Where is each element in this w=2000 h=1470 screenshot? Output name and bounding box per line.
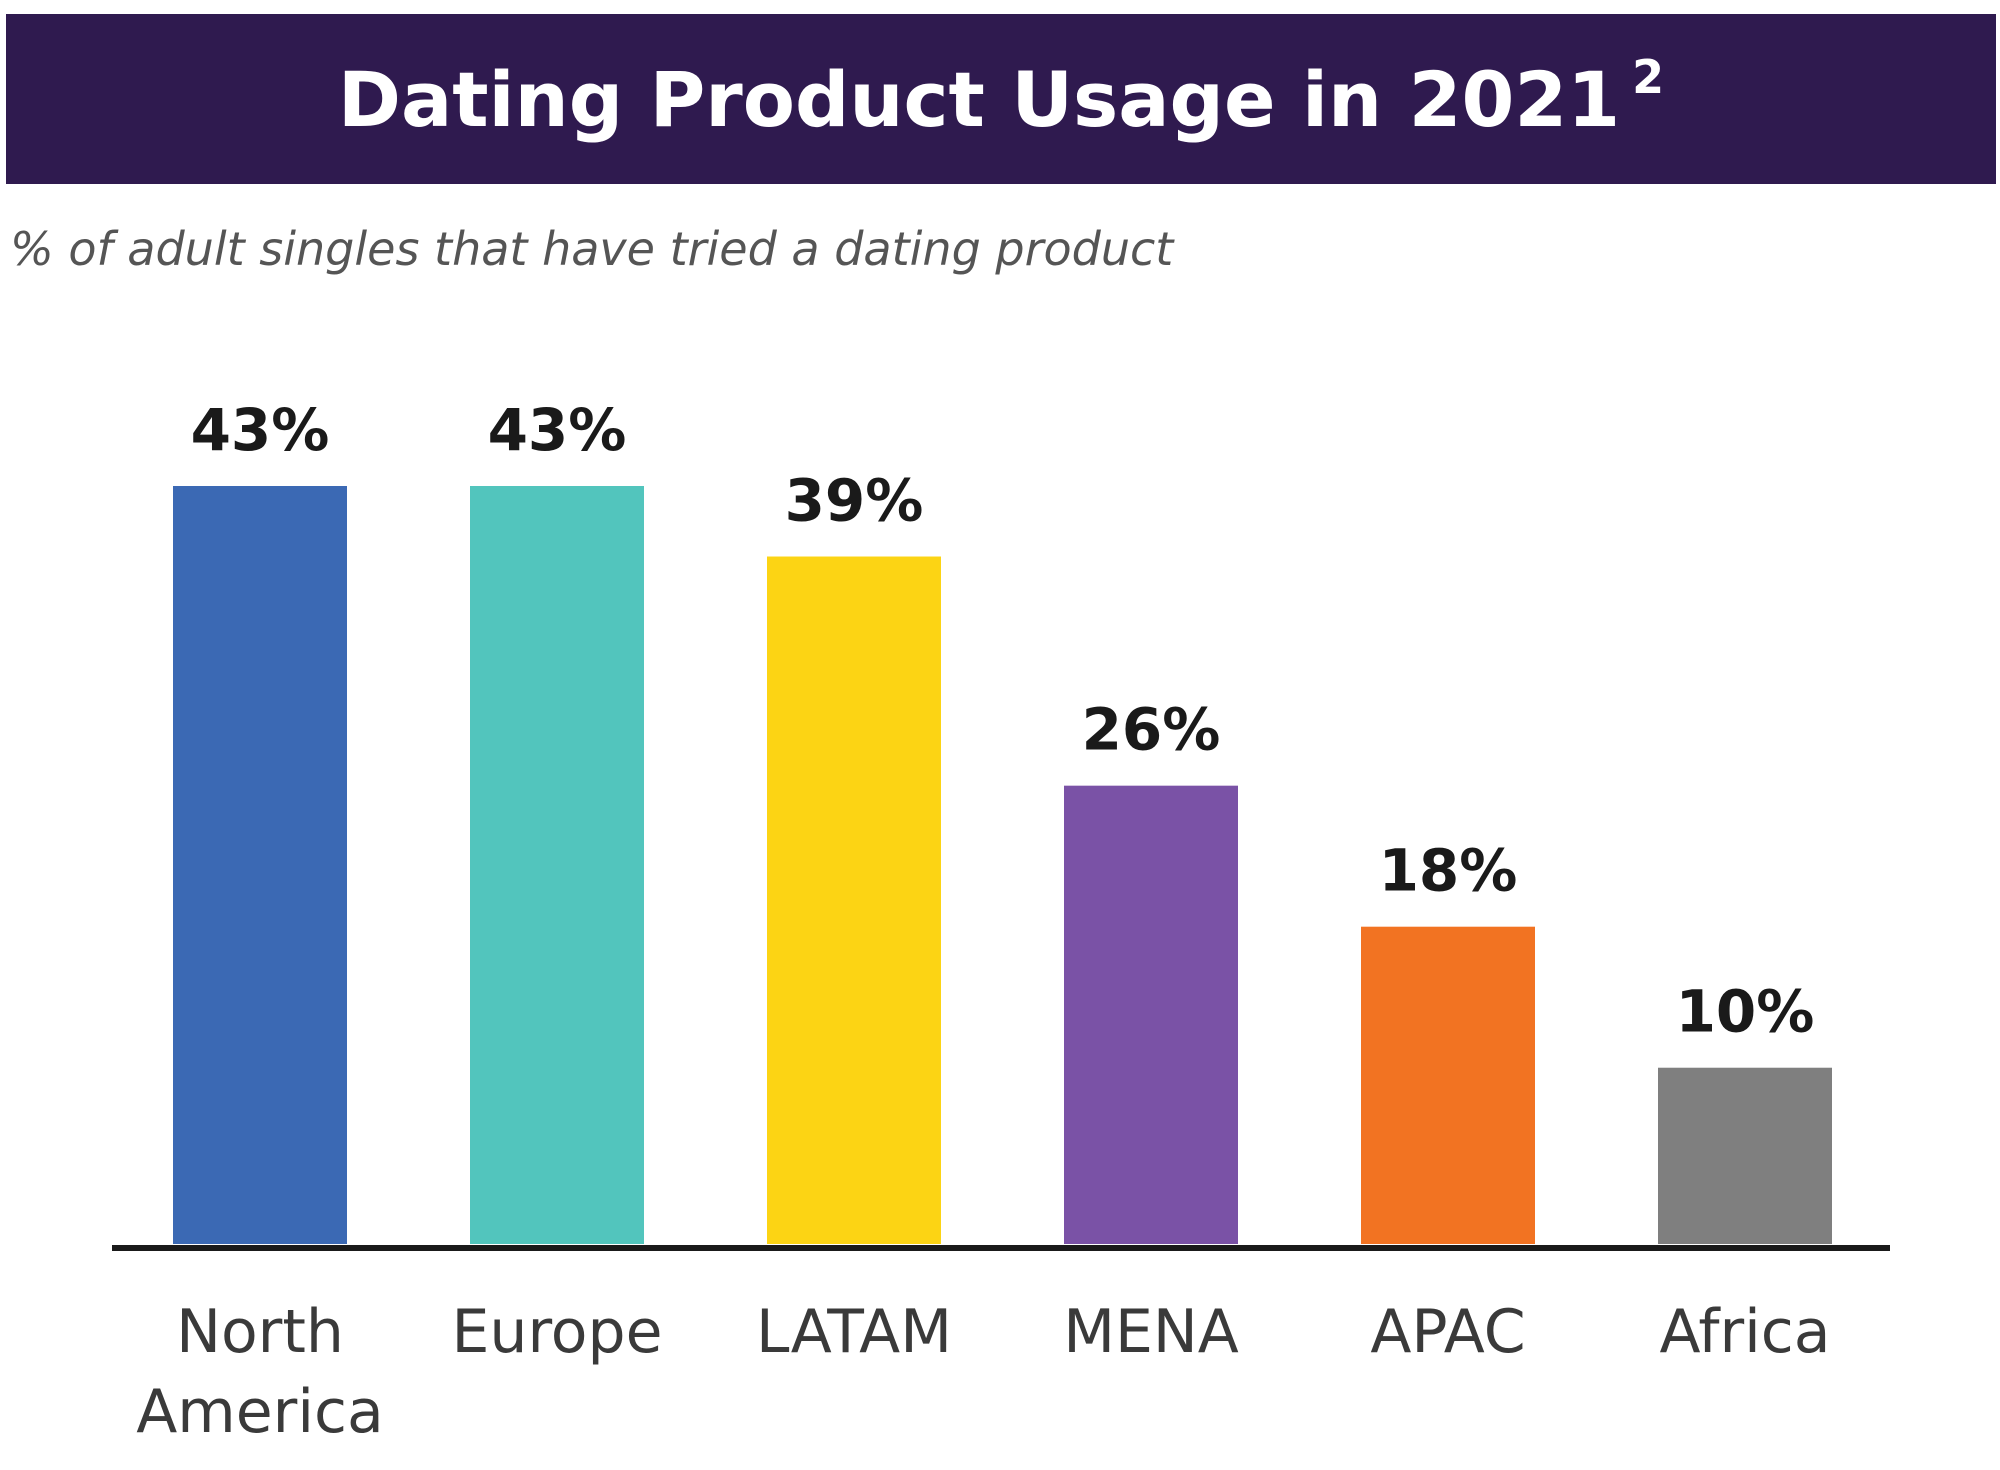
category-label-line: North xyxy=(176,1297,344,1367)
category-label-line: MENA xyxy=(1063,1297,1239,1367)
category-label-europe: Europe xyxy=(452,1297,663,1367)
chart-subtitle: % of adult singles that have tried a dat… xyxy=(10,222,1174,276)
bars-group xyxy=(173,486,1832,1244)
bar-africa xyxy=(1658,1067,1832,1244)
data-label-north-america: 43% xyxy=(191,396,330,464)
category-label-north-america: North America xyxy=(136,1297,384,1447)
bar-europe xyxy=(470,486,644,1244)
bar-latam xyxy=(767,556,941,1244)
data-label-latam: 39% xyxy=(785,467,924,535)
data-label-mena: 26% xyxy=(1082,696,1221,764)
category-label-apac: APAC xyxy=(1370,1297,1525,1367)
category-label-africa: Africa xyxy=(1659,1297,1830,1367)
bar-mena xyxy=(1064,785,1238,1244)
category-labels-group: North America Europe LATAM MENA APAC Africa xyxy=(136,1297,1830,1447)
category-label-line: Europe xyxy=(452,1297,663,1367)
data-label-apac: 18% xyxy=(1379,837,1518,905)
chart-title-superscript: 2 xyxy=(1632,50,1665,105)
category-label-line: Africa xyxy=(1659,1297,1830,1367)
category-label-mena: MENA xyxy=(1063,1297,1239,1367)
data-label-europe: 43% xyxy=(488,396,627,464)
category-label-line: APAC xyxy=(1370,1297,1525,1367)
category-label-line: America xyxy=(136,1377,384,1447)
bar-north-america xyxy=(173,486,347,1244)
category-label-latam: LATAM xyxy=(756,1297,952,1367)
value-labels-group: 43% 43% 39% 26% 18% 10% xyxy=(191,396,1815,1046)
chart-title: Dating Product Usage in 2021 2 xyxy=(337,50,1664,144)
category-label-line: LATAM xyxy=(756,1297,952,1367)
chart-title-text: Dating Product Usage in 2021 xyxy=(337,54,1621,144)
title-banner: Dating Product Usage in 2021 2 xyxy=(6,14,1996,184)
data-label-africa: 10% xyxy=(1676,978,1815,1046)
bar-apac xyxy=(1361,926,1535,1244)
